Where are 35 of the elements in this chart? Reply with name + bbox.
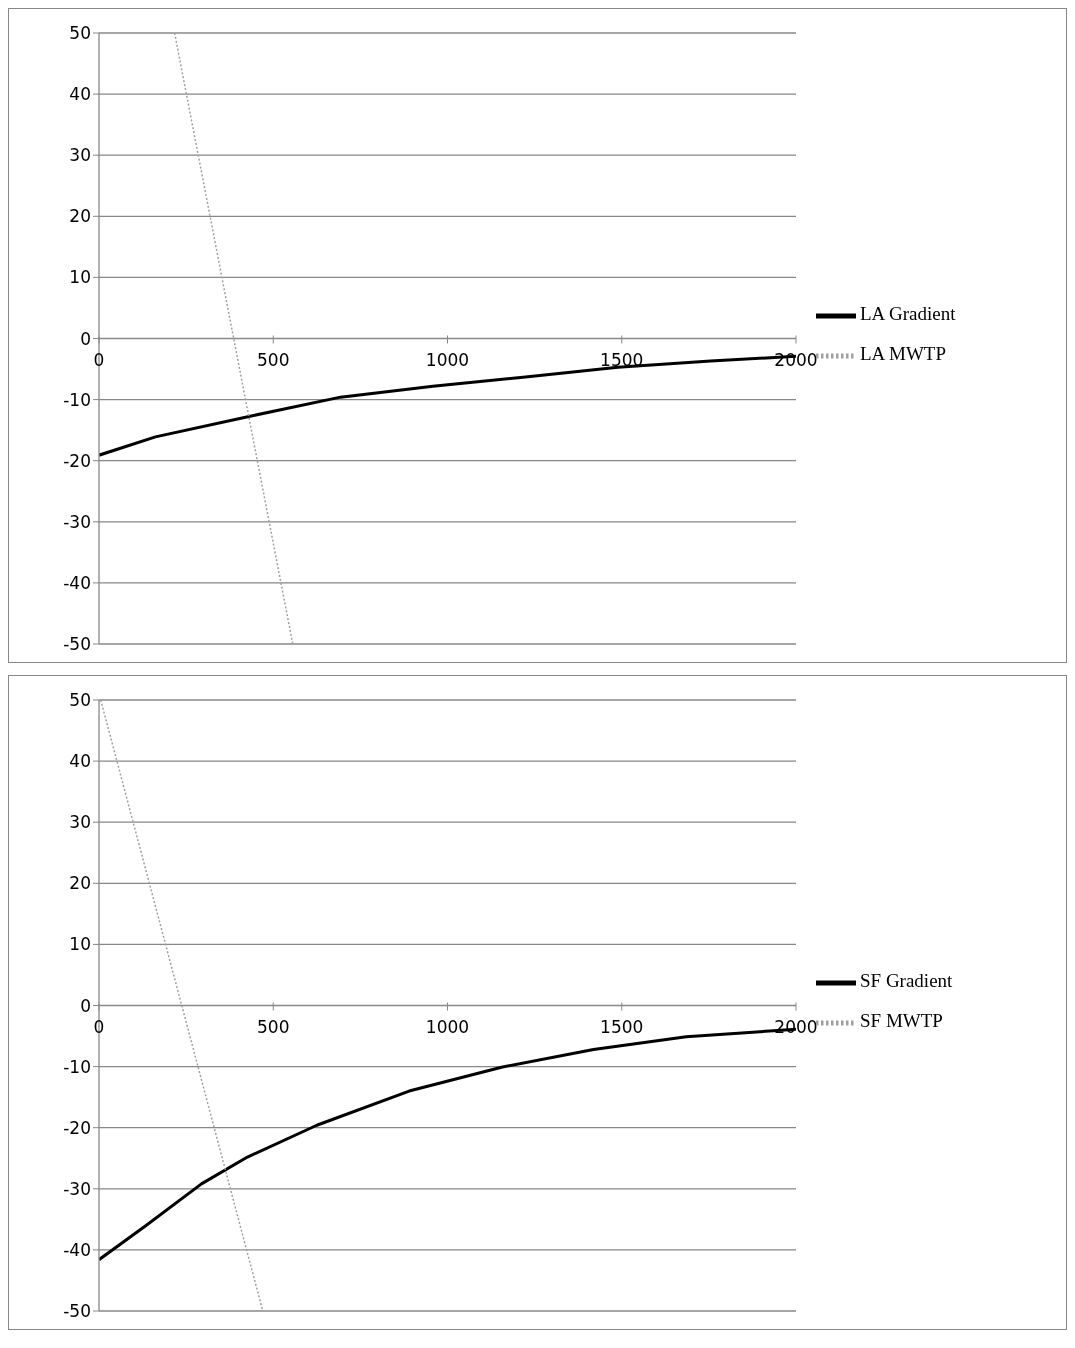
x-tick-label: 500	[257, 1016, 290, 1037]
y-tick-label: 20	[69, 206, 91, 227]
y-tick-label: -10	[63, 1056, 91, 1077]
y-tick-label: 0	[80, 328, 91, 349]
x-tick-label: 500	[257, 349, 290, 370]
y-tick-label: -40	[63, 572, 91, 593]
y-tick-label: 10	[69, 267, 91, 288]
y-tick-label: 30	[69, 812, 91, 833]
legend-label: LA Gradient	[860, 302, 956, 324]
y-tick-label: 30	[69, 145, 91, 166]
y-tick-label: 0	[80, 995, 91, 1016]
y-tick-label: 20	[69, 873, 91, 894]
y-tick-label: 40	[69, 84, 91, 105]
x-tick-label: 0	[93, 349, 105, 370]
legend-label: SF Gradient	[860, 969, 953, 991]
y-tick-label: 40	[69, 751, 91, 772]
y-tick-label: -20	[63, 1117, 91, 1138]
x-tick-label: 1500	[600, 1016, 644, 1037]
y-tick-label: -30	[63, 1178, 91, 1199]
x-tick-label: 2000	[774, 349, 818, 370]
y-tick-label: -10	[63, 389, 91, 410]
y-tick-label: 50	[69, 23, 91, 44]
x-tick-label: 1500	[600, 349, 644, 370]
y-tick-label: -50	[63, 634, 91, 655]
y-tick-label: 50	[69, 690, 91, 711]
x-tick-label: 1000	[425, 349, 470, 370]
y-tick-label: 10	[69, 934, 91, 955]
legend-label: LA MWTP	[860, 342, 947, 364]
legend-label: SF MWTP	[860, 1009, 943, 1031]
y-tick-label: -30	[63, 511, 91, 532]
y-tick-label: -50	[63, 1301, 91, 1322]
y-tick-label: -40	[63, 1239, 91, 1260]
x-tick-label: 0	[93, 1016, 105, 1037]
x-tick-label: 1000	[425, 1016, 470, 1037]
y-tick-label: -20	[63, 450, 91, 471]
